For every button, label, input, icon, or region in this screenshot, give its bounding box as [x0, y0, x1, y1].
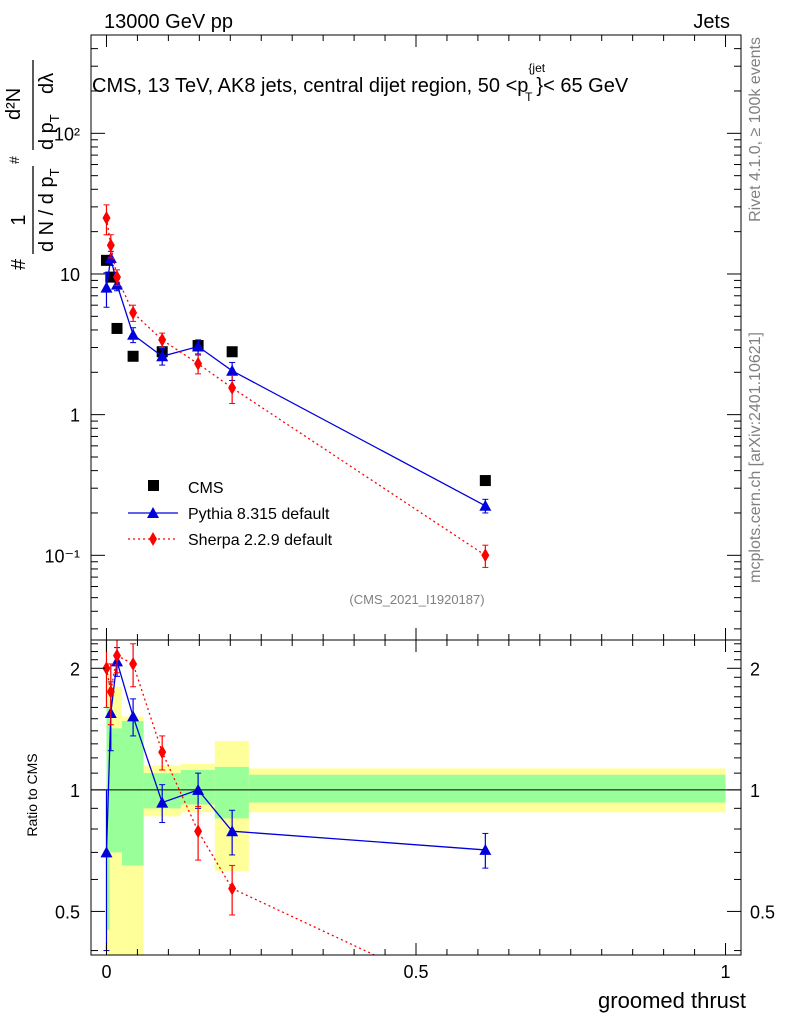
y-tick-label-ratio: 2 [70, 659, 80, 679]
series-2-ratio-point [106, 684, 115, 699]
y-tick-label-ratio: 0.5 [55, 902, 80, 922]
legend-marker-pythia [147, 507, 159, 518]
ylabel-hash: # [8, 258, 30, 270]
band-inner-6 [248, 774, 726, 803]
title-subscript: T [525, 90, 533, 104]
legend-label-pythia: Pythia 8.315 default [188, 506, 330, 523]
series-0-point [111, 322, 123, 334]
band-inner-1 [109, 728, 122, 853]
axis-ticks: 0 0.5 1 10⁻¹ 1 10 10² 0.5 0.5 1 1 2 2 [44, 34, 775, 982]
series-2-point [106, 238, 115, 253]
series-2-ratio-line [105, 654, 376, 955]
series-1-ratio-point [479, 843, 492, 855]
series-1-ratio-point [100, 846, 113, 858]
y-tick-label-ratio-right: 0.5 [750, 902, 775, 922]
y-tick-label-main: 1 [70, 406, 80, 426]
y-axis-label: # 1 d N / d pT # d²N d pT dλ [3, 60, 62, 270]
series-1-point [192, 340, 205, 352]
series-1-point [479, 499, 492, 511]
y-tick-label-main: 10 [60, 265, 80, 285]
band-inner-2 [121, 721, 144, 866]
series-0-point [479, 475, 491, 487]
series-1-point [127, 328, 140, 340]
series-2-point [158, 332, 167, 347]
y-tick-label-ratio-right: 2 [750, 659, 760, 679]
ratio-plot-series [100, 640, 492, 1014]
series-2-point [481, 548, 490, 563]
series-1-point [156, 350, 169, 362]
series-1-point [226, 364, 239, 376]
title-superscript: {jet [528, 61, 545, 75]
ratio-frame [90, 639, 742, 956]
series-0-point [127, 350, 139, 362]
header-left: 13000 GeV pp [104, 11, 233, 33]
ratio-uncertainty-bands [91, 672, 741, 955]
x-tick-label: 0.5 [403, 962, 428, 982]
mcplots-label: mcplots.cern.ch [arXiv:2401.10621] [747, 332, 764, 583]
series-2-point [113, 270, 121, 285]
series-2-ratio-point [113, 648, 121, 663]
series-2-point [102, 211, 111, 226]
legend: CMS Pythia 8.315 default Sherpa 2.2.9 de… [128, 480, 333, 549]
series-0-point [105, 271, 117, 283]
series-1-line [105, 257, 486, 507]
series-2-ratio-point [481, 1000, 489, 1014]
series-0-point [226, 346, 238, 358]
x-axis-label: groomed thrust [598, 988, 746, 1013]
ylabel-dlambda: dλ [36, 73, 58, 94]
x-tick-label: 1 [721, 962, 731, 982]
ylabel-frac-den: d N / d pT [36, 168, 62, 252]
series-1-ratio-point [226, 825, 239, 837]
legend-marker-cms [148, 480, 159, 491]
header-right: Jets [693, 11, 730, 33]
title-main: CMS, 13 TeV, AK8 jets, central dijet reg… [92, 75, 528, 97]
series-1-ratio-point [192, 783, 205, 795]
y-tick-label-main: 10⁻¹ [44, 546, 80, 566]
title-end: }< 65 GeV [536, 75, 628, 97]
series-2-ratio-point [228, 881, 237, 896]
series-1-ratio-point [156, 796, 169, 808]
y-tick-label-ratio-right: 1 [750, 781, 760, 801]
band-inner-5 [214, 766, 249, 819]
legend-label-cms: CMS [188, 480, 224, 497]
ylabel-d2n: d²N [3, 88, 25, 120]
series-2-ratio-point [129, 656, 138, 671]
series-2-ratio-point [102, 661, 111, 676]
y-tick-label-main: 10² [54, 124, 80, 144]
series-2-line [105, 217, 486, 556]
legend-marker-sherpa [149, 532, 157, 546]
series-1-ratio-line [105, 661, 486, 853]
series-1-ratio-point [127, 710, 140, 722]
ylabel-dpt: d pT [36, 114, 62, 150]
ratio-y-axis-label: Ratio to CMS [24, 753, 40, 836]
series-1-point [100, 281, 113, 293]
analysis-id: (CMS_2021_I1920187) [349, 592, 484, 607]
legend-label-sherpa: Sherpa 2.2.9 default [188, 532, 333, 549]
chart-title: CMS, 13 TeV, AK8 jets, central dijet reg… [92, 61, 629, 104]
series-2-ratio-point [158, 745, 167, 760]
series-2-point [129, 305, 138, 320]
series-2-point [194, 356, 203, 371]
ylabel-hash-2: # [6, 156, 22, 164]
rivet-label: Rivet 4.1.0, ≥ 100k events [747, 37, 764, 222]
main-frame [90, 34, 742, 641]
series-2-point [228, 380, 237, 395]
series-2-ratio-point [194, 824, 203, 839]
y-tick-label-ratio: 1 [70, 781, 80, 801]
main-plot-series [100, 204, 492, 568]
x-tick-label: 0 [101, 962, 111, 982]
ylabel-frac-num: 1 [8, 214, 30, 225]
